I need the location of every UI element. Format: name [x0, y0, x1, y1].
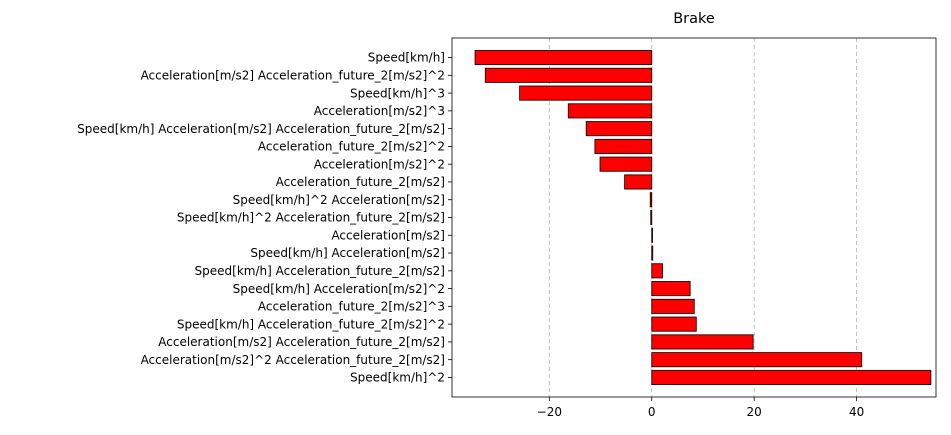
bar	[651, 352, 863, 368]
bar	[519, 85, 653, 101]
bar	[599, 156, 653, 172]
y-axis-ticks: Speed[km/h] Acceleration[m/s2] Accelerati…	[77, 51, 452, 385]
bar	[484, 67, 653, 83]
x-tick-label: −20	[537, 405, 562, 419]
y-tick-label: Speed[km/h]^3	[350, 86, 445, 100]
bar	[651, 281, 691, 297]
bar	[651, 263, 663, 279]
bar	[651, 369, 932, 385]
bar	[474, 50, 653, 66]
bar	[624, 174, 653, 190]
bar	[567, 103, 653, 119]
y-tick-label: Speed[km/h]^2 Acceleration_future_2[m/s2…	[177, 211, 445, 225]
y-tick-label: Speed[km/h]	[368, 51, 445, 65]
y-tick-label: Acceleration_future_2[m/s2]^3	[258, 300, 445, 314]
y-tick-label: Speed[km/h] Acceleration_future_2[m/s2]	[195, 264, 445, 278]
bar	[651, 298, 695, 314]
y-tick-label: Speed[km/h] Acceleration[m/s2] Accelerat…	[77, 122, 445, 136]
x-tick-label: 0	[648, 405, 656, 419]
y-tick-label: Acceleration_future_2[m/s2]	[276, 175, 445, 189]
bar	[650, 209, 653, 226]
x-axis-ticks: −20 0 20 40	[537, 397, 864, 419]
bar	[651, 227, 653, 243]
y-tick-label: Speed[km/h] Acceleration_future_2[m/s2]^…	[177, 317, 445, 331]
bar	[651, 316, 697, 332]
y-tick-label: Acceleration[m/s2] Acceleration_future_2…	[141, 69, 445, 83]
y-tick-label: Acceleration[m/s2]^2 Acceleration_future…	[141, 353, 445, 367]
y-tick-label: Speed[km/h]^2 Acceleration[m/s2]	[233, 193, 445, 207]
y-tick-label: Acceleration[m/s2] Acceleration_future_2…	[158, 335, 445, 349]
bar	[585, 121, 653, 137]
x-tick-label: 20	[747, 405, 762, 419]
bar	[651, 245, 654, 261]
bar	[594, 138, 653, 154]
chart-title: Brake	[673, 11, 715, 27]
y-tick-label: Acceleration_future_2[m/s2]^2	[258, 140, 445, 154]
bar	[651, 334, 754, 350]
y-tick-label: Acceleration[m/s2]^2	[314, 157, 445, 171]
y-tick-label: Acceleration[m/s2]^3	[314, 104, 445, 118]
bar	[649, 192, 653, 208]
y-tick-label: Speed[km/h] Acceleration[m/s2]	[250, 246, 445, 260]
bars	[474, 50, 932, 385]
y-tick-label: Speed[km/h] Acceleration[m/s2]^2	[233, 282, 445, 296]
y-tick-label: Acceleration[m/s2]	[331, 228, 445, 242]
y-tick-label: Speed[km/h]^2	[350, 371, 445, 385]
x-tick-label: 40	[849, 405, 864, 419]
